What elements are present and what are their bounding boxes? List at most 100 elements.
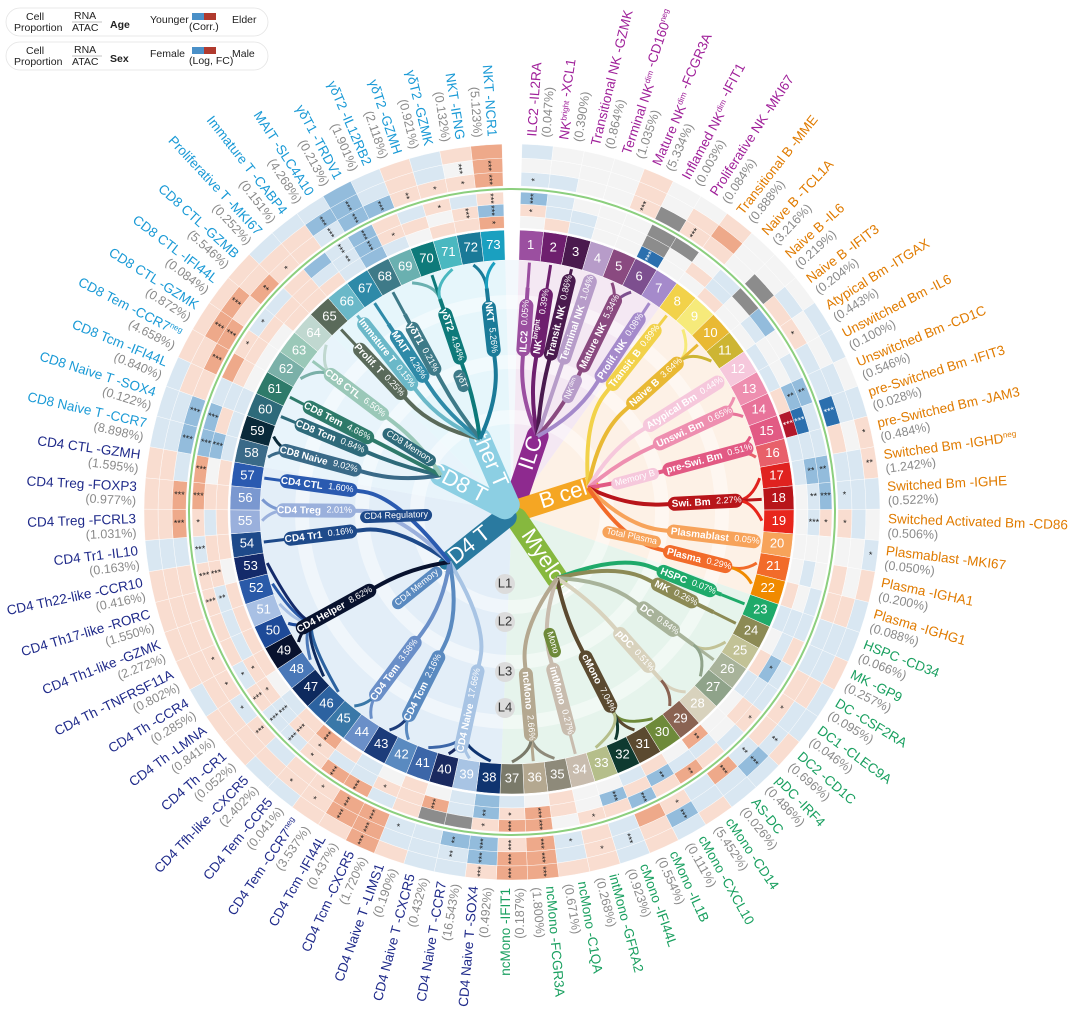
significance-stars: * bbox=[239, 703, 248, 713]
heat-cell-age-rna bbox=[850, 509, 867, 540]
level3-pill bbox=[656, 564, 717, 598]
branch-othert bbox=[469, 427, 520, 516]
significance-stars: *** bbox=[506, 853, 516, 864]
significance-stars: * bbox=[250, 663, 259, 674]
significance-stars: *** bbox=[460, 208, 472, 220]
significance-stars: * bbox=[319, 782, 330, 791]
cluster-number-34: 34 bbox=[572, 762, 586, 777]
level3-pct: 5.26% bbox=[487, 325, 500, 354]
cluster-number-2: 2 bbox=[550, 240, 557, 255]
significance-stars: ** bbox=[654, 769, 666, 780]
leaf-branch bbox=[594, 711, 617, 749]
significance-stars: ** bbox=[449, 835, 460, 844]
branch-myeloid bbox=[505, 507, 568, 590]
level3-pill bbox=[594, 312, 646, 383]
cluster-number-50: 50 bbox=[266, 622, 280, 637]
cluster-number-39: 39 bbox=[459, 767, 473, 782]
significance-stars: *** bbox=[528, 193, 539, 205]
level2-label: NKdim bbox=[562, 377, 581, 401]
scale-neg bbox=[192, 13, 204, 20]
leaf-branch bbox=[720, 593, 746, 606]
cluster-number-28: 28 bbox=[690, 696, 704, 711]
level2-node: Mono bbox=[543, 627, 561, 658]
significance-stars: ** bbox=[480, 808, 491, 816]
significance-stars: *** bbox=[476, 852, 487, 864]
leaf-branch bbox=[391, 291, 407, 315]
cluster-number-20: 20 bbox=[770, 535, 784, 550]
cluster-number-27: 27 bbox=[706, 679, 720, 694]
cluster-number-60: 60 bbox=[258, 402, 272, 417]
significance-stars: *** bbox=[638, 199, 652, 213]
cluster-number-66: 66 bbox=[340, 294, 354, 309]
cluster-name-suffix: -FCGR3A bbox=[676, 31, 715, 95]
leaf-branch bbox=[729, 565, 753, 585]
significance-stars: *** bbox=[209, 352, 223, 366]
significance-stars: * bbox=[487, 221, 497, 226]
cluster-number-22: 22 bbox=[761, 580, 775, 595]
heat-cell-age-rna bbox=[157, 509, 174, 540]
significance-stars: ** bbox=[447, 849, 458, 858]
cluster-number-45: 45 bbox=[336, 711, 350, 726]
cluster-number-6: 6 bbox=[636, 269, 643, 284]
level2-sup: dim bbox=[568, 377, 578, 388]
cluster-number-8: 8 bbox=[674, 294, 681, 309]
cluster-label-19: Switched Activated Bm -CD86(0.506%) bbox=[887, 511, 1068, 542]
significance-stars: * bbox=[789, 328, 798, 339]
level3-name: NKT bbox=[483, 301, 496, 323]
branch-cd4-ctl bbox=[288, 479, 452, 564]
level3-label: ncMono 2.66% bbox=[520, 671, 537, 741]
level3-pct: 2.01% bbox=[324, 505, 352, 515]
level3-pill bbox=[642, 375, 725, 433]
branch-nk bbox=[530, 289, 549, 437]
level3-pill bbox=[652, 405, 734, 451]
branch-cmono bbox=[555, 577, 616, 714]
level3-name: NK bbox=[531, 338, 544, 355]
level2-pill bbox=[392, 566, 443, 610]
cluster-label-56: CD4 Treg -FOXP3(0.977%) bbox=[26, 474, 137, 509]
level3-pill bbox=[650, 577, 699, 609]
level3-pill bbox=[546, 662, 576, 736]
cluster-number-10: 10 bbox=[703, 325, 717, 340]
cluster-percentage: (5.123%) bbox=[467, 86, 485, 138]
significance-stars: *** bbox=[643, 249, 657, 263]
cluster-number-67: 67 bbox=[358, 280, 372, 295]
cluster-name-main: CD4 Treg -FCRL3 bbox=[27, 511, 136, 530]
heat-cell-sex-rna bbox=[203, 483, 218, 510]
cluster-name: Switched Activated Bm -CD86 bbox=[888, 511, 1068, 532]
significance-stars: *** bbox=[205, 595, 218, 608]
significance-stars: * bbox=[595, 845, 606, 851]
level3-pill bbox=[666, 524, 761, 549]
significance-stars: * bbox=[861, 427, 867, 438]
cluster-number-ring: 1 2 3 4567891011121314151617181920212223242… bbox=[229, 229, 795, 795]
cluster-number-40: 40 bbox=[437, 762, 451, 777]
significance-stars: * bbox=[564, 837, 575, 843]
significance-stars: *** bbox=[367, 808, 381, 822]
cluster-label-72: NKT -IFNG(0.132%) bbox=[431, 72, 467, 143]
cluster-cell-73 bbox=[480, 229, 506, 262]
significance-stars: ** bbox=[218, 592, 228, 604]
age-cell-label: Cell bbox=[26, 11, 44, 23]
significance-stars: *** bbox=[536, 838, 547, 850]
cluster-number-36: 36 bbox=[528, 769, 542, 784]
significance-stars: *** bbox=[195, 463, 207, 474]
scale-pos bbox=[204, 13, 216, 20]
significance-stars: * bbox=[824, 517, 828, 527]
cluster-number-15: 15 bbox=[759, 423, 773, 438]
cluster-number-42: 42 bbox=[394, 747, 408, 762]
significance-stars: *** bbox=[622, 832, 635, 846]
significance-stars: *** bbox=[782, 417, 796, 430]
level3-pill bbox=[302, 400, 375, 445]
cluster-name-main: Switched Activated Bm -CD86 bbox=[888, 511, 1068, 532]
cluster-number-3: 3 bbox=[572, 244, 579, 259]
cluster-number-68: 68 bbox=[378, 269, 392, 284]
level3-node: CD4 Treg 2.01% bbox=[276, 503, 357, 518]
level2-label: CD4 Regulatory bbox=[364, 509, 429, 521]
significance-stars: *** bbox=[194, 543, 206, 554]
significance-stars: *** bbox=[486, 205, 497, 217]
cluster-number-30: 30 bbox=[655, 724, 669, 739]
level2-pill bbox=[543, 627, 561, 658]
level3-sup: bright bbox=[532, 318, 542, 339]
significance-stars: ** bbox=[400, 191, 412, 201]
cluster-name: ncMono -FCGR3A bbox=[543, 885, 567, 997]
